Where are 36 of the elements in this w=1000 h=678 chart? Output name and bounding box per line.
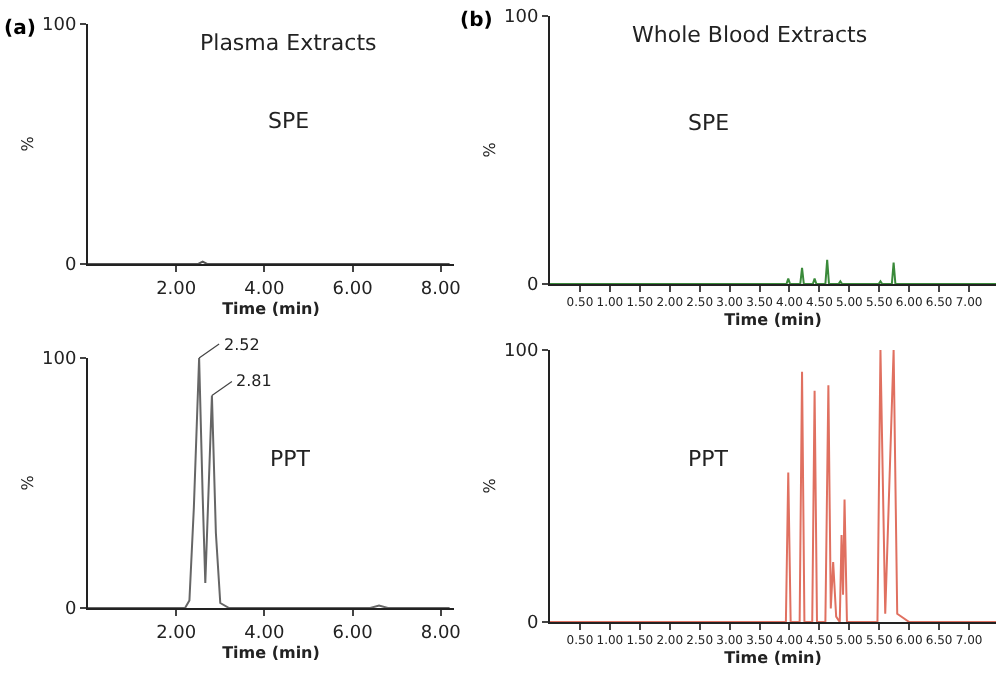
x-tick-label: 4.00 (244, 279, 285, 300)
x-tick-label: 2.00 (156, 279, 197, 300)
y-axis-title: % (19, 474, 38, 491)
x-tick-label: 2.00 (156, 623, 197, 644)
y-axis-title: % (19, 135, 38, 152)
annotation: SPE (688, 110, 730, 136)
annotation: PPT (688, 446, 729, 472)
y-tick-label: 100 (42, 350, 77, 371)
annotation: PPT (270, 446, 311, 472)
x-tick-label: 8.00 (420, 623, 462, 644)
x-tick-label: 6.00 (332, 279, 374, 300)
y-tick-label: 100 (504, 8, 539, 29)
y-tick-label: 0 (526, 276, 539, 297)
y-tick-label: 0 (64, 256, 77, 277)
chart-title: (b) (460, 10, 493, 32)
x-axis-title: Time (min) (724, 310, 822, 329)
y-axis-title: % (481, 477, 500, 494)
x-tick-label: 8.00 (420, 279, 462, 300)
y-tick-label: 100 (504, 342, 539, 363)
chart-subtitle: Plasma Extracts (200, 30, 378, 56)
y-axis-title: % (481, 141, 500, 158)
annotation: 2.81 (236, 372, 272, 390)
x-axis-title: Time (min) (222, 299, 320, 318)
annotation: 2.52 (224, 336, 260, 354)
chart-title: (a) (4, 18, 36, 40)
line-series (88, 358, 451, 608)
x-tick-label: 6.00 (332, 623, 374, 644)
x-tick-label: 4.00 (244, 623, 285, 644)
y-tick-label: 100 (42, 16, 77, 37)
annotation: SPE (268, 108, 310, 134)
x-axis-title: Time (min) (724, 648, 822, 667)
line-series (550, 350, 996, 622)
y-tick-label: 0 (526, 614, 539, 635)
chart-subtitle: Whole Blood Extracts (632, 22, 868, 48)
y-tick-label: 0 (64, 600, 77, 621)
x-axis-title: Time (min) (222, 643, 320, 662)
